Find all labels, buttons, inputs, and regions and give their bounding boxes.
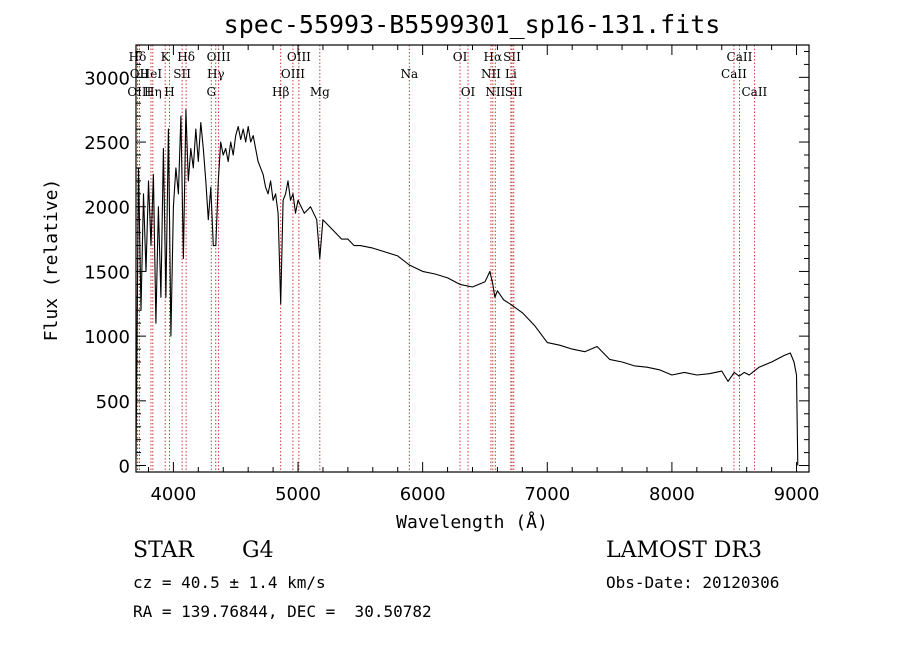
spectral-line-label: Na — [400, 67, 418, 81]
y-tick-label: 500 — [96, 392, 130, 413]
spectral-line-label: HeI — [140, 67, 163, 81]
spectral-line-label: Hη — [144, 85, 162, 99]
flux-series-line — [135, 109, 799, 466]
spectral-line-label: OIII — [281, 67, 305, 81]
spectral-line-label: SII — [173, 67, 191, 81]
spectral-line-label: CaII — [727, 50, 753, 64]
x-tick-label: 7000 — [524, 484, 570, 505]
spectral-line-label: NII — [481, 67, 501, 81]
spectral-line-label: Hδ — [129, 50, 147, 64]
spectral-line-label: K — [161, 50, 171, 64]
y-tick-label: 2000 — [84, 198, 130, 219]
spectral-line-label: Hγ — [207, 67, 225, 81]
obs-date: Obs-Date: 20120306 — [606, 573, 780, 592]
coordinates: RA = 139.76844, DEC = 30.50782 — [133, 602, 432, 621]
spectral-line-label: H — [164, 85, 174, 99]
spectral-line-label: OIII — [127, 85, 151, 99]
x-tick-label: 5000 — [275, 484, 321, 505]
spectral-line-label: NII — [485, 85, 505, 99]
x-tick-label: 6000 — [400, 484, 446, 505]
spectral-line-label: OIII — [207, 50, 231, 64]
spectral-line-label: OI — [461, 85, 476, 99]
redshift-text: cz = 40.5 ± 1.4 km/s — [133, 573, 326, 592]
x-tick-label: 9000 — [774, 484, 820, 505]
spectral-line-label: Hδ — [177, 50, 195, 64]
object-class: STAR — [133, 538, 194, 563]
x-tick-label: 4000 — [150, 484, 196, 505]
plot-frame — [135, 44, 810, 473]
spectral-line-label: G — [206, 85, 216, 99]
spectral-line-label: Mg — [310, 85, 330, 99]
spectral-line-label: Li — [505, 67, 517, 81]
survey-name: LAMOST DR3 — [606, 538, 762, 563]
spectral-line-label: SII — [505, 85, 523, 99]
spectral-line-label: Hα — [484, 50, 503, 64]
object-subclass: G4 — [242, 538, 274, 563]
y-tick-label: 3000 — [84, 68, 130, 89]
spectral-line-label: OI — [453, 50, 468, 64]
y-tick-label: 0 — [119, 457, 130, 478]
spectral-line-label: CaII — [741, 85, 767, 99]
y-tick-label: 1500 — [84, 262, 130, 283]
spectral-line-label: OIII — [287, 50, 311, 64]
spectral-line-label: Hβ — [272, 85, 289, 99]
chart-title: spec-55993-B5599301_sp16-131.fits — [224, 10, 721, 39]
x-tick-label: 8000 — [649, 484, 695, 505]
y-axis-label: Flux (relative) — [41, 179, 62, 342]
spectral-line-label: CaII — [721, 67, 747, 81]
y-tick-label: 1000 — [84, 327, 130, 348]
y-tick-label: 2500 — [84, 133, 130, 154]
x-axis-label: Wavelength (Å) — [396, 511, 548, 533]
spectral-line-label: SII — [503, 50, 521, 64]
